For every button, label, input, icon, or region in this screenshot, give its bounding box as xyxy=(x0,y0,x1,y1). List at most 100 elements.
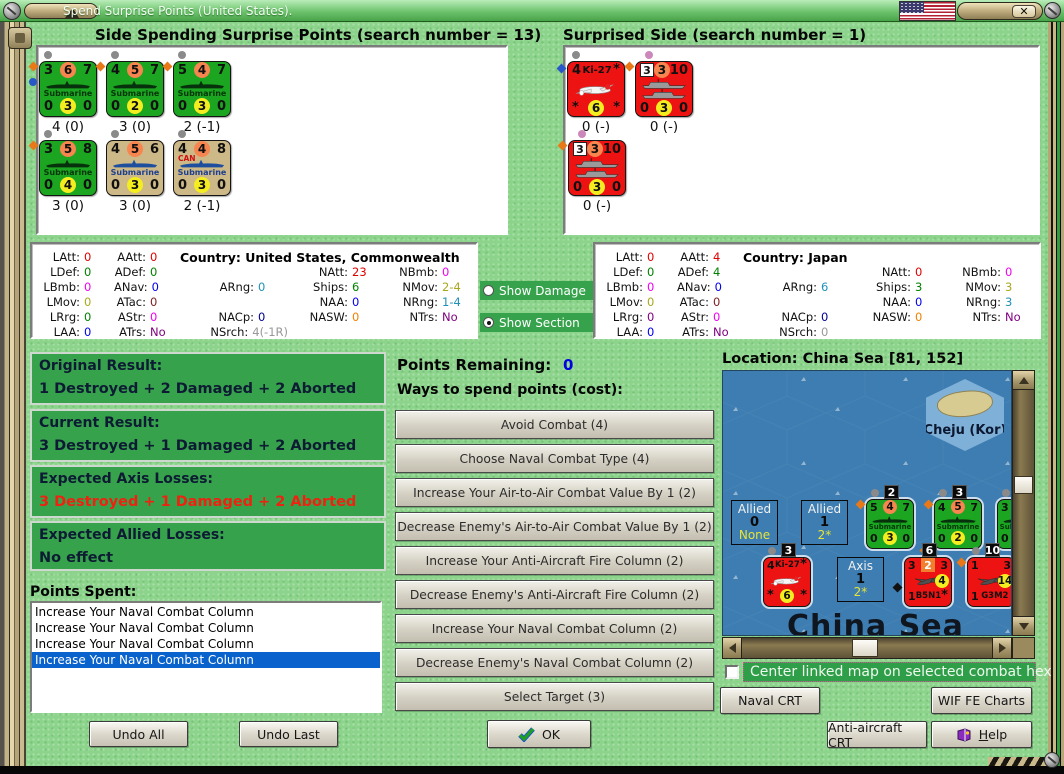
anti-aircraft-crt-button[interactable]: Anti-aircraft CRT xyxy=(827,720,927,750)
original-result-box: Original Result: 1 Destroyed + 2 Damaged… xyxy=(30,352,386,405)
unit-counter-submarine[interactable]: 4 4 8 Submarine CAN 0 3 0 xyxy=(173,130,231,196)
unit-counter-g3m2[interactable]: 10 1 3 14 1 G3M2 xyxy=(956,543,1011,607)
points-remaining-value: 0 xyxy=(563,356,574,374)
axis-stack-box[interactable]: Axis 1 2* xyxy=(837,557,884,602)
center-map-checkbox-label[interactable]: Center linked map on selected combat hex xyxy=(743,662,1052,682)
stat-value: 0 xyxy=(150,295,158,309)
value: 6 xyxy=(780,589,794,603)
unit-counter-submarine[interactable]: 4 5 6 Submarine 0 3 0 xyxy=(106,130,164,196)
value: 10 xyxy=(669,62,688,78)
decrease-enemys-naval-column-button[interactable]: Decrease Enemy's Naval Combat Column (2) xyxy=(395,648,714,677)
asterisk: * xyxy=(941,588,948,603)
unit-counter-ki-27[interactable]: 3 4 Ki-27 * * 6 * xyxy=(763,543,811,607)
close-button[interactable]: ✕ xyxy=(957,2,1043,20)
avoid-combat-button[interactable]: Avoid Combat (4) xyxy=(395,410,714,439)
undo-last-button[interactable]: Undo Last xyxy=(239,721,338,747)
stat-lmov: LMov: 0 xyxy=(36,295,114,310)
decrease-enemys-aa-fire-button[interactable]: Decrease Enemy's Anti-Aircraft Fire Colu… xyxy=(395,580,714,609)
show-damage-radio[interactable]: Show Damage xyxy=(480,281,593,300)
gray-marker-icon xyxy=(1002,489,1010,497)
title-bar: Spend Surprise Points (United States). ✕ xyxy=(0,0,1064,22)
list-item[interactable]: Increase Your Naval Combat Column xyxy=(35,637,254,651)
combat-hex-map[interactable]: Cheju (Kor) China Sea Allied 0 None Alli… xyxy=(722,370,1012,636)
value: 7 xyxy=(216,62,226,78)
stat-arng: ARng: 6 xyxy=(743,280,851,295)
center-map-checkbox[interactable] xyxy=(725,665,739,679)
unit-counter-ship[interactable]: 3 3 10 0 3 0 xyxy=(624,51,693,117)
minimize-button[interactable] xyxy=(24,3,98,19)
select-target-button[interactable]: Select Target (3) xyxy=(395,682,714,711)
stat-atac: ATac: 0 xyxy=(677,295,743,310)
stat-naa: NAA: 0 xyxy=(851,295,945,310)
list-item-selected[interactable]: Increase Your Naval Combat Column xyxy=(32,652,380,668)
stat-lmov: LMov: 0 xyxy=(599,295,677,310)
pink-marker-icon xyxy=(578,130,586,138)
stack-count-badge: 6 xyxy=(922,543,937,557)
increase-your-naval-column-button[interactable]: Increase Your Naval Combat Column (2) xyxy=(395,614,714,643)
list-item[interactable]: Increase Your Naval Combat Column xyxy=(35,605,254,619)
unit-type-label: Ki-27 xyxy=(582,64,612,76)
value: 5 xyxy=(951,500,965,514)
increase-your-air-to-air-button[interactable]: Increase Your Air-to-Air Combat Value By… xyxy=(395,478,714,507)
unit-counter-submarine[interactable]: 3 5 8 Submarine 0 4 0 xyxy=(28,130,97,196)
show-section-radio[interactable]: Show Section xyxy=(480,313,593,332)
sub-silhouette-icon xyxy=(870,514,910,524)
value: 4 xyxy=(935,574,949,588)
points-spent-list[interactable]: Increase Your Naval Combat Column Increa… xyxy=(30,601,382,713)
stat-label: LMov: xyxy=(46,295,80,309)
allied-stack-box-1[interactable]: Allied 1 2* xyxy=(801,500,848,545)
stat-label: ATac: xyxy=(679,295,709,309)
stat-anav: ANav: 0 xyxy=(677,280,743,295)
naval-crt-button[interactable]: Naval CRT xyxy=(720,687,820,714)
unit-type-label: Submarine xyxy=(43,168,93,177)
value: 3 xyxy=(44,141,54,157)
stat-natt: NAtt: 23 xyxy=(288,265,382,280)
stat-value: 0 xyxy=(84,310,92,324)
unit-counter-submarine[interactable]: 3 6 7 Submarine 0 3 0 xyxy=(28,51,97,117)
scroll-right-button[interactable] xyxy=(992,637,1012,659)
unit-counter-submarine[interactable]: 3 4 5 7 Submarine 0 2 0 xyxy=(923,485,982,549)
stat-nsrch: NSrch: 0 xyxy=(743,325,851,340)
scroll-down-button[interactable] xyxy=(1012,616,1035,636)
ok-button[interactable]: OK xyxy=(487,720,591,748)
choose-naval-combat-type-button[interactable]: Choose Naval Combat Type (4) xyxy=(395,444,714,473)
map-vscrollbar[interactable] xyxy=(1012,370,1035,636)
counter-top-values: 3 3 10 xyxy=(636,62,692,78)
scroll-up-button[interactable] xyxy=(1012,370,1035,390)
allied-stack-box-0[interactable]: Allied 0 None xyxy=(731,500,778,545)
scroll-left-button[interactable] xyxy=(722,637,742,659)
stat-label: NMov: xyxy=(965,280,1001,294)
unit-type-label: B5N1 xyxy=(915,591,942,601)
wif-fe-charts-button[interactable]: WIF FE Charts xyxy=(931,687,1032,714)
radio-icon xyxy=(483,285,494,296)
unit-counter-submarine[interactable]: 2 5 4 7 Submarine 0 3 0 xyxy=(855,485,914,549)
stat-value: 0 xyxy=(1005,265,1013,279)
unit-counter-submarine[interactable]: 4 5 7 Submarine 0 2 0 xyxy=(95,51,164,117)
undo-all-button[interactable]: Undo All xyxy=(89,721,188,747)
vscroll-thumb[interactable] xyxy=(1014,476,1033,494)
cheju-label: Cheju (Kor) xyxy=(923,423,1007,438)
unit-type-label: G3M2 xyxy=(981,591,1009,601)
scrollbar-corner xyxy=(1012,637,1035,659)
value: 1 xyxy=(971,558,979,572)
unit-counter-ship[interactable]: 3 3 10 0 3 0 xyxy=(557,130,626,196)
increase-your-aa-fire-button[interactable]: Increase Your Anti-Aircraft Fire Column … xyxy=(395,546,714,575)
skin-corner-button[interactable] xyxy=(8,27,32,49)
list-item[interactable]: Increase Your Naval Combat Column xyxy=(35,621,254,635)
value: 3 xyxy=(194,177,210,193)
unit-counter-submarine[interactable]: 5 4 7 Submarine 0 3 0 xyxy=(162,51,231,117)
stat-nasw: NASW: 0 xyxy=(288,310,382,325)
value: 4 xyxy=(572,62,582,78)
hscroll-thumb[interactable] xyxy=(852,639,878,657)
unit-counter-ki-27[interactable]: 4 Ki-27 * * 6 * xyxy=(556,51,625,117)
stat-label: ANav: xyxy=(114,280,148,294)
decrease-enemys-air-to-air-button[interactable]: Decrease Enemy's Air-to-Air Combat Value… xyxy=(395,512,714,541)
collapse-icon xyxy=(65,8,79,18)
stat-label: NRng: xyxy=(965,295,1001,309)
gray-marker-icon xyxy=(44,51,52,59)
unit-counter-b5n1[interactable]: 6 3 2 3 4 1 B5N1 * xyxy=(892,543,952,607)
